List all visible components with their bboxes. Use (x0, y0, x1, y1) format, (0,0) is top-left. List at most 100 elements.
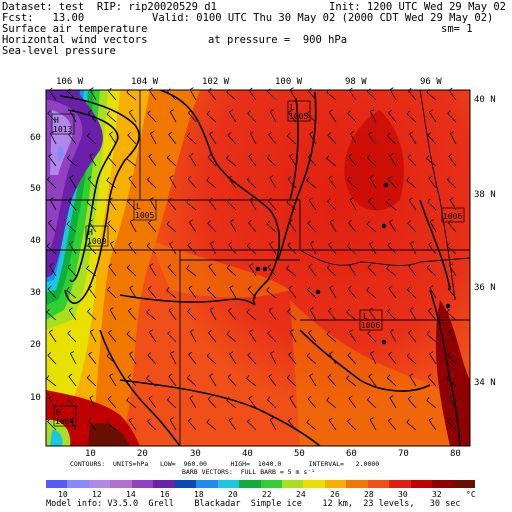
wind-barb-flag (48, 219, 52, 224)
wind-barb-flag (366, 154, 371, 159)
legend-label: 32 (432, 490, 442, 499)
high-center-1009: H 1009 (85, 225, 109, 247)
wind-barb-flag (126, 397, 130, 401)
wind-barb (346, 245, 357, 255)
wind-barb (386, 377, 397, 387)
wind-barb-flag (247, 418, 251, 422)
wind-barb (388, 112, 397, 123)
wind-barb-flag (188, 417, 192, 422)
wind-barb (329, 353, 337, 365)
wind-barb-flag (330, 219, 334, 222)
wind-barb-flag (66, 154, 71, 159)
wind-barb-flag (349, 329, 353, 333)
wind-barb-flag (349, 263, 354, 267)
wind-barb (168, 376, 177, 387)
wind-barb-flag (428, 417, 433, 421)
wind-barb-flag (146, 308, 150, 313)
wind-barb-flag (329, 285, 334, 289)
wind-barb (246, 378, 257, 387)
legend-label: °C (466, 490, 476, 499)
wind-barb (189, 331, 197, 343)
map-frame (45, 89, 471, 447)
wind-barb (46, 245, 57, 255)
wind-barb (148, 331, 157, 343)
wind-barb-flag (407, 286, 411, 290)
wind-barb-flag (248, 395, 253, 399)
wind-barb (107, 156, 117, 167)
wind-barb (207, 223, 217, 233)
wind-barb-flag (148, 395, 153, 399)
wind-barb-flag (389, 153, 394, 157)
wind-barb-flag (326, 330, 330, 335)
wind-barb (367, 399, 377, 409)
wind-barb-flag (348, 395, 353, 399)
wind-barb (326, 267, 337, 277)
wind-barb (107, 289, 117, 299)
wind-barb-flag (148, 153, 153, 157)
wind-barb (308, 266, 317, 277)
legend-label: 18 (194, 490, 204, 499)
wind-barb (206, 113, 217, 123)
wind-barb (126, 400, 137, 409)
wind-barb (227, 310, 237, 321)
wind-barb (326, 91, 337, 101)
wind-barb-flag (168, 307, 173, 311)
wind-barb (426, 400, 437, 409)
wind-barb-flag (266, 287, 270, 291)
wind-barb (86, 377, 97, 387)
wind-barb-flag (128, 417, 133, 421)
wind-barb (389, 397, 397, 409)
legend-label: 24 (296, 490, 306, 499)
wind-barb (327, 310, 337, 321)
low-center-1006-east: 1006 (441, 207, 465, 223)
wind-barb-flag (306, 418, 310, 423)
wind-barb (409, 133, 417, 145)
wind-barb (167, 266, 177, 277)
wind-barb (409, 309, 417, 321)
wind-barb (147, 113, 157, 123)
wind-barb-flag (386, 198, 390, 203)
wind-barb-flag (388, 285, 393, 289)
wind-barb-flag (127, 374, 132, 378)
wind-barb-flag (388, 351, 393, 355)
wind-barb-flag (107, 286, 111, 290)
wind-barb-flag (87, 175, 92, 180)
wind-barb-flag (288, 417, 292, 422)
x-grid-label-20: 20 (137, 449, 148, 459)
wind-barb (428, 419, 437, 431)
wind-barb-flag (368, 197, 372, 202)
wind-barb (388, 354, 397, 365)
wind-barb-flag (107, 395, 112, 400)
wind-barb (50, 133, 57, 145)
wind-barb-flag (429, 285, 434, 289)
wind-barb-flag (366, 220, 370, 225)
wind-barb-flag (388, 109, 392, 114)
wind-barb (326, 400, 337, 409)
wind-barb (126, 158, 137, 167)
wind-barb-flag (88, 285, 93, 289)
wind-barb (348, 89, 357, 101)
wind-barb (449, 265, 457, 277)
wind-barb-flag (307, 220, 311, 224)
wind-barb (126, 333, 137, 343)
wind-barb (89, 89, 97, 101)
wind-barb (310, 243, 317, 255)
wind-barb-flag (406, 177, 410, 181)
wind-barb-flag (430, 219, 434, 222)
wind-barb (226, 333, 237, 343)
wind-barb-flag (149, 263, 154, 267)
wind-barb-flag (187, 308, 191, 312)
legend-swatch (303, 480, 325, 488)
wind-barb (188, 354, 197, 365)
wind-barb-flag (310, 241, 315, 244)
wind-barb (266, 290, 277, 299)
wind-barb-flag (408, 263, 413, 267)
wind-barb (366, 157, 377, 167)
legend-label: 30 (398, 490, 408, 499)
wind-barb-flag (86, 265, 90, 269)
wind-barb (267, 91, 277, 101)
wind-barb-flag (270, 109, 274, 112)
wind-barb-flag (427, 374, 432, 378)
wind-barb (389, 331, 397, 343)
wind-barb (87, 178, 97, 189)
